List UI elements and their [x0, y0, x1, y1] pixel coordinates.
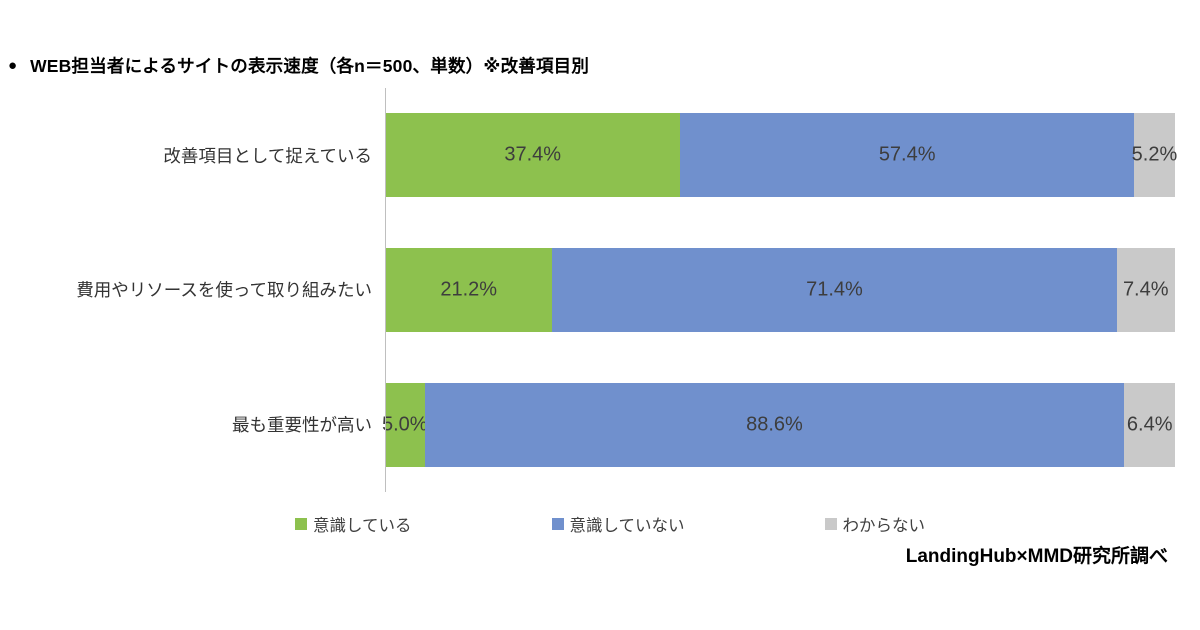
bar-segment: 37.4%: [385, 113, 681, 198]
segment-value-label: 57.4%: [878, 143, 936, 166]
segment-value-label: 6.4%: [1126, 413, 1173, 436]
category-label: 費用やリソースを使って取り組みたい: [76, 280, 372, 301]
legend-label: 意識している: [313, 517, 412, 535]
bar-segment: 7.4%: [1116, 247, 1175, 332]
legend-swatch: [824, 518, 837, 530]
stacked-bar: 37.4% 57.4% 5.2%: [385, 113, 1178, 198]
legend-item: わからない: [824, 512, 926, 536]
chart-title: WEB担当者によるサイトの表示速度（各n＝500、単数）※改善項目別: [30, 56, 590, 76]
chart-title-row: ● WEB担当者によるサイトの表示速度（各n＝500、単数）※改善項目別: [8, 53, 589, 78]
chart-rows: 改善項目として捉えている 37.4% 57.4% 5.2% 費用やリソースを使って取り組…: [0, 88, 1200, 492]
stacked-bar: 5.0% 88.6% 6.4%: [381, 382, 1175, 467]
bullet-icon: ●: [8, 57, 18, 74]
bar-segment: 5.0%: [381, 382, 428, 467]
source-credit: LandingHub×MMD研究所調べ: [905, 546, 1168, 567]
chart-row: 最も重要性が高い 5.0% 88.6% 6.4%: [0, 357, 1200, 492]
chart-row: 改善項目として捉えている 37.4% 57.4% 5.2%: [0, 88, 1200, 223]
bar-segment: 5.2%: [1131, 113, 1178, 198]
bar-segment: 21.2%: [385, 247, 553, 332]
legend-item: 意識していない: [551, 512, 685, 536]
category-label: 最も重要性が高い: [232, 415, 372, 436]
segment-value-label: 5.0%: [381, 413, 428, 436]
axis-line: [385, 88, 386, 492]
legend-swatch: [295, 518, 307, 530]
legend-swatch: [551, 518, 564, 530]
bar-segment: 57.4%: [680, 113, 1134, 198]
bar-segment: 6.4%: [1124, 382, 1175, 467]
stacked-bar-chart: 改善項目として捉えている 37.4% 57.4% 5.2% 費用やリソースを使って取り組…: [0, 88, 1200, 492]
legend-label: わからない: [842, 517, 926, 535]
chart-row: 費用やリソースを使って取り組みたい 21.2% 71.4% 7.4%: [0, 223, 1200, 358]
segment-value-label: 88.6%: [746, 413, 803, 436]
segment-value-label: 5.2%: [1131, 143, 1178, 166]
legend-item: 意識している: [295, 512, 412, 536]
segment-value-label: 37.4%: [504, 143, 562, 166]
stacked-bar: 21.2% 71.4% 7.4%: [385, 247, 1175, 332]
legend-label: 意識していない: [569, 517, 685, 535]
chart-legend: 意識している 意識していない わからない: [295, 512, 925, 536]
bar-segment: 71.4%: [552, 247, 1117, 332]
segment-value-label: 21.2%: [440, 278, 498, 301]
bar-segment: 88.6%: [424, 382, 1125, 467]
segment-value-label: 7.4%: [1122, 278, 1169, 301]
category-label: 改善項目として捉えている: [163, 145, 372, 166]
segment-value-label: 71.4%: [806, 278, 863, 301]
